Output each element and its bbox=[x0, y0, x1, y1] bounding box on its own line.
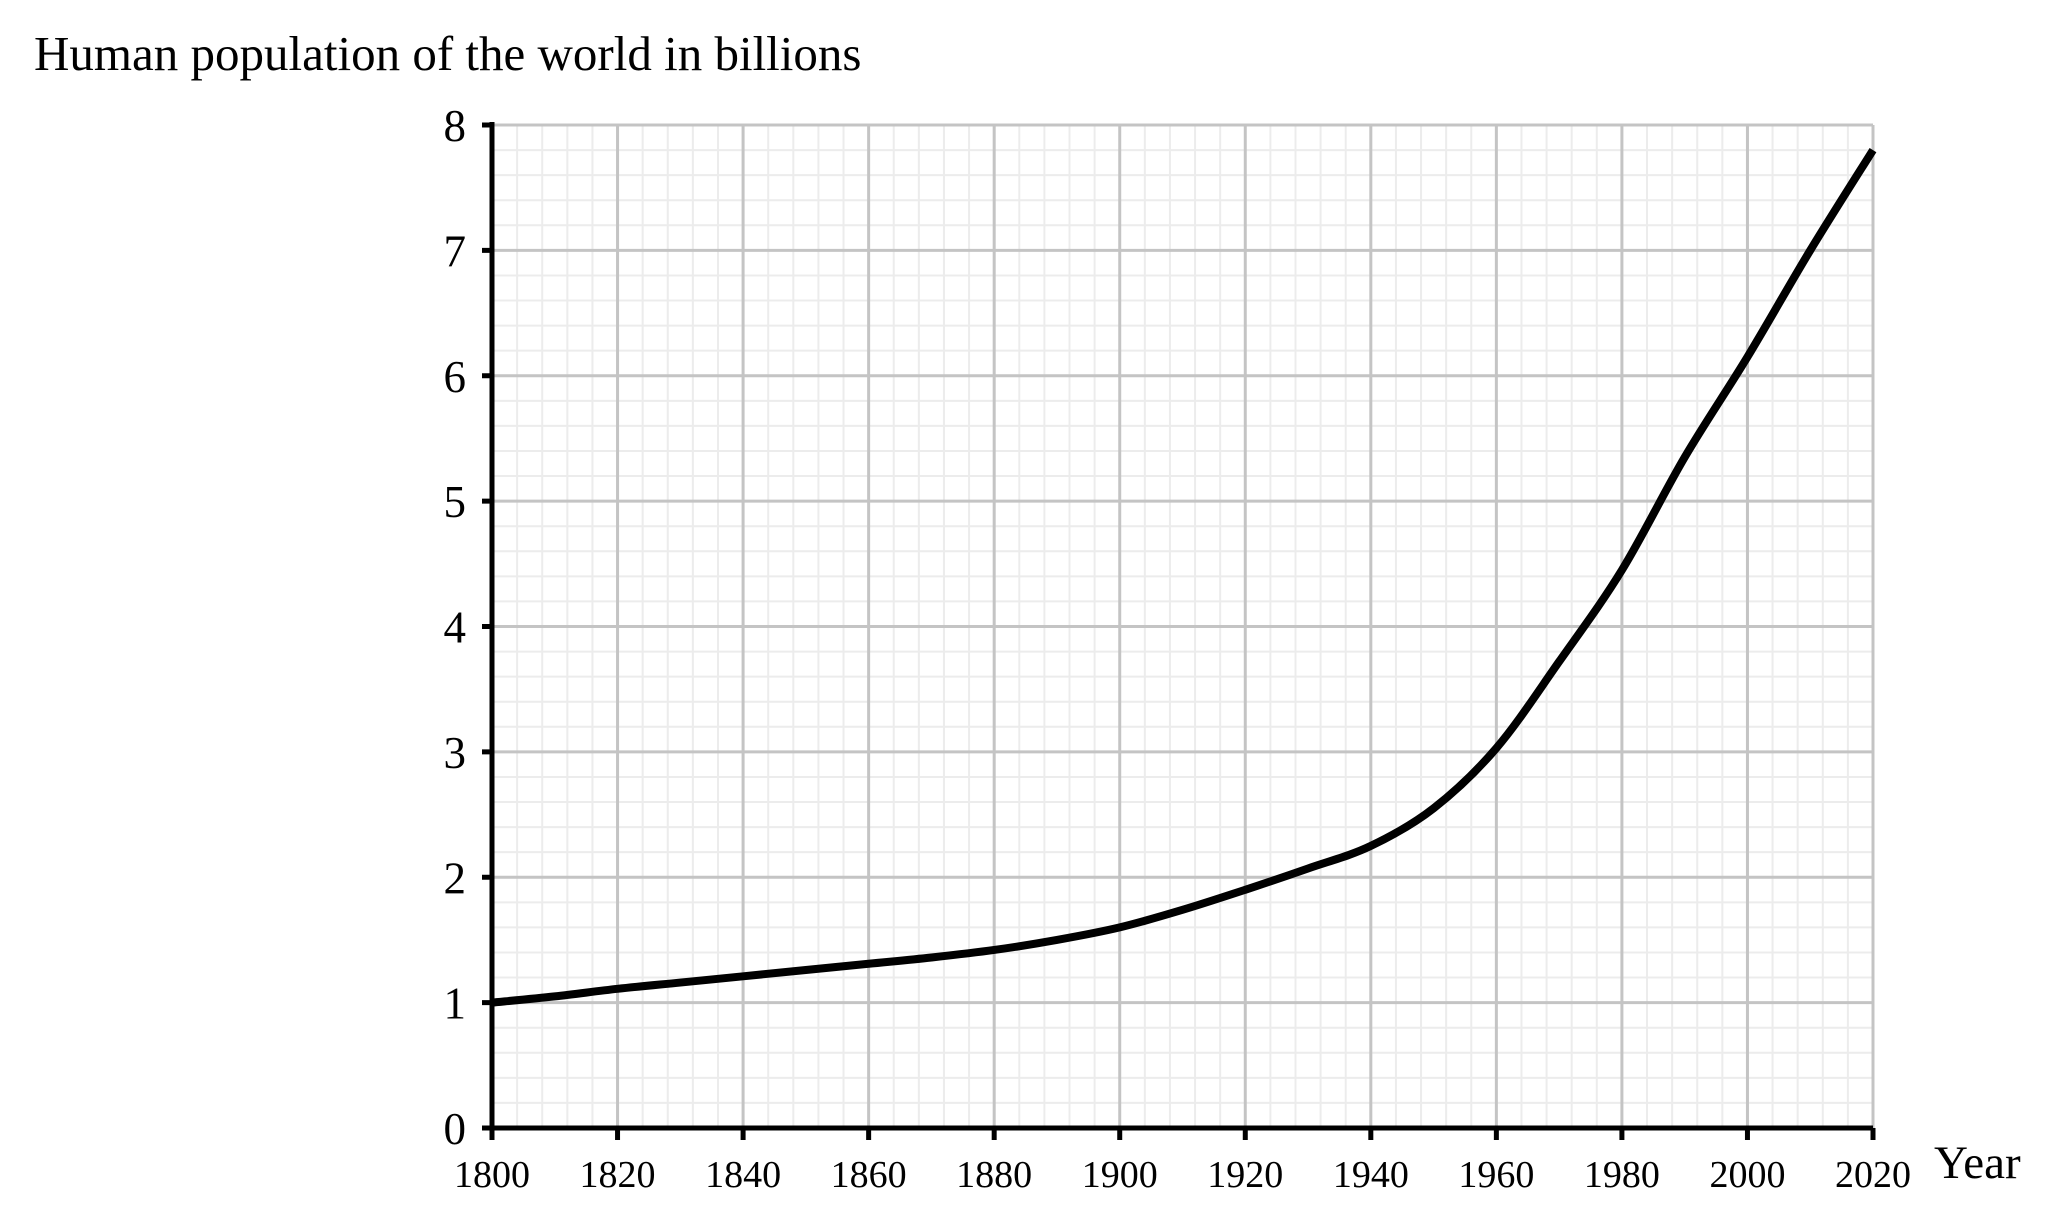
y-axis-ticks: 0 1 2 3 4 5 6 7 8 bbox=[444, 101, 492, 1154]
y-tick-label: 2 bbox=[444, 853, 467, 903]
x-tick-label: 1920 bbox=[1207, 1154, 1283, 1196]
y-tick-label: 7 bbox=[444, 226, 467, 276]
y-tick-label: 1 bbox=[444, 979, 467, 1029]
x-tick-label: 1800 bbox=[454, 1154, 530, 1196]
population-series-line bbox=[491, 147, 1877, 1007]
x-tick-label: 1880 bbox=[956, 1154, 1032, 1196]
x-tick-label: 1980 bbox=[1584, 1154, 1660, 1196]
series-layer bbox=[491, 147, 1877, 1007]
y-tick-label: 3 bbox=[444, 728, 467, 778]
x-axis-label: Year bbox=[1934, 1137, 2021, 1189]
y-tick-label: 4 bbox=[444, 603, 467, 653]
y-tick-label: 8 bbox=[444, 101, 467, 151]
x-tick-label: 1840 bbox=[705, 1154, 781, 1196]
x-tick-label: 1860 bbox=[831, 1154, 907, 1196]
x-axis-ticks: 1800 1820 1840 1860 1880 1900 1920 1940 1960 1980… bbox=[454, 1128, 1911, 1196]
y-tick-label: 5 bbox=[444, 477, 467, 527]
x-tick-label: 1960 bbox=[1458, 1154, 1534, 1196]
x-tick-label: 1940 bbox=[1333, 1154, 1409, 1196]
chart-title: Human population of the world in billion… bbox=[34, 26, 861, 81]
x-tick-label: 2000 bbox=[1709, 1154, 1785, 1196]
y-tick-label: 6 bbox=[444, 352, 467, 402]
x-tick-label: 1900 bbox=[1082, 1154, 1158, 1196]
x-tick-label: 1820 bbox=[580, 1154, 656, 1196]
x-tick-label: 2020 bbox=[1835, 1154, 1911, 1196]
y-tick-label: 0 bbox=[444, 1104, 467, 1154]
major-gridlines bbox=[492, 123, 1875, 1128]
